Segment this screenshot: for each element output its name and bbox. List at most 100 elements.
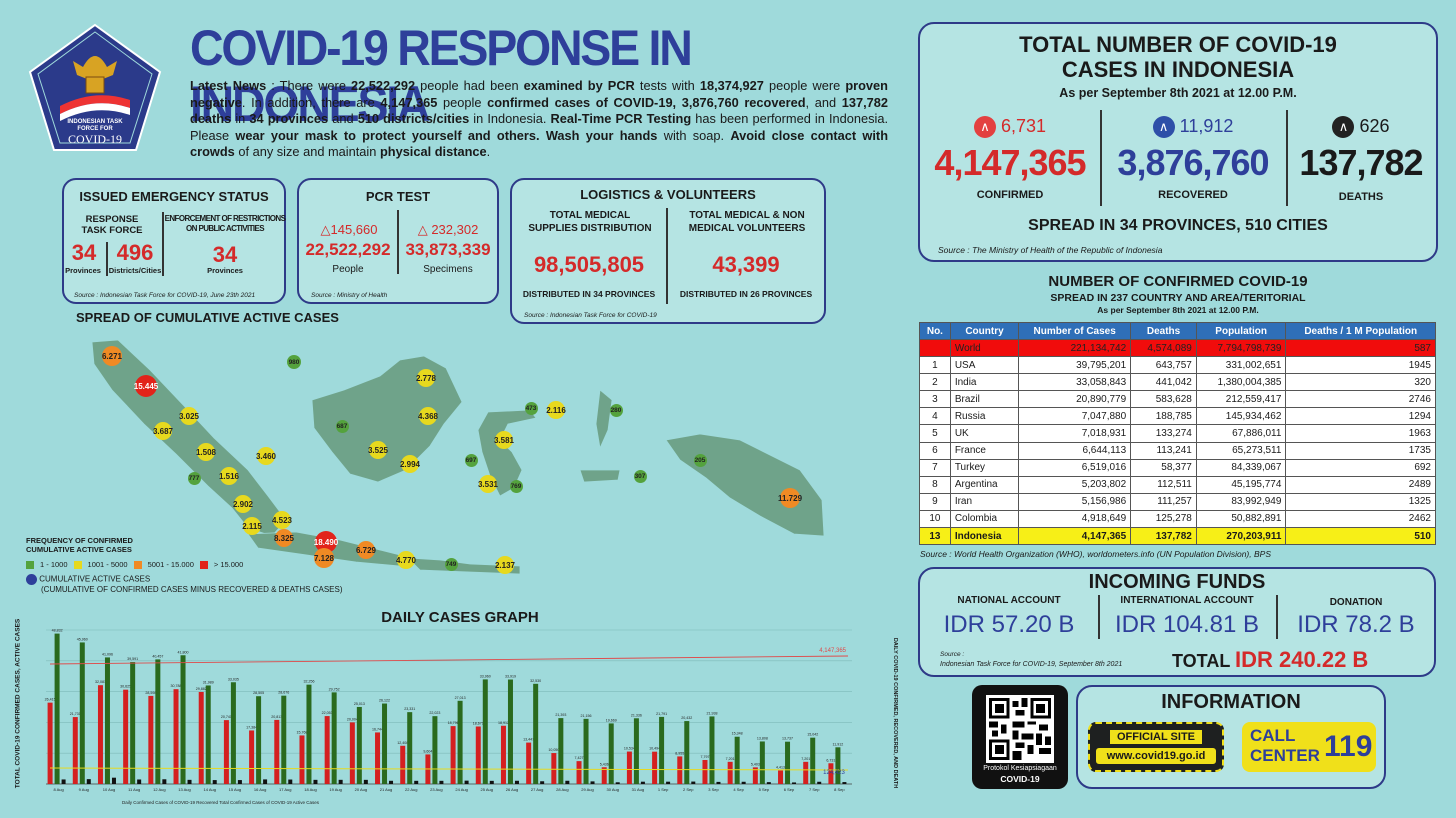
- chart-bar: [450, 726, 456, 784]
- chart-bar: [716, 781, 721, 784]
- map-case-marker: 3.531: [478, 475, 498, 493]
- page-title: COVID-19 RESPONSE IN INDONESIA: [190, 20, 693, 132]
- table-cell: 510: [1285, 527, 1436, 546]
- chart-bar: [256, 696, 262, 784]
- table-cell: USA: [949, 356, 1020, 375]
- chart-bar: [263, 779, 268, 784]
- pcr-title: PCR TEST: [365, 189, 431, 204]
- chart-bar: [389, 780, 394, 784]
- active-end-label: 124,423: [823, 770, 845, 776]
- data-label: 28,505: [253, 691, 264, 695]
- chart-bar: [97, 685, 103, 784]
- table-row: 13 Indonesia 4,147,365 137,782 270,203,911 51…: [919, 527, 1436, 546]
- table-header: Deaths / 1 M Population: [1285, 322, 1436, 340]
- map-case-marker: 3.581: [494, 431, 514, 449]
- table-cell: 145,934,462: [1195, 407, 1287, 426]
- chart-bar: [778, 770, 784, 784]
- map-case-marker: 2.115: [242, 517, 262, 535]
- table-cell: 67,886,011: [1195, 424, 1287, 443]
- chart-bar: [526, 742, 532, 784]
- map-case-marker: 280: [609, 403, 623, 417]
- table-cell: 7,018,931: [1018, 424, 1132, 443]
- chart-bar: [633, 718, 639, 784]
- tick-label: 27 Aug: [531, 787, 543, 792]
- tick-label: 31 Aug: [632, 787, 644, 792]
- data-label: 4,413: [776, 765, 785, 769]
- map-case-marker: 3.687: [153, 422, 173, 440]
- table-cell: 587: [1285, 338, 1436, 358]
- table-row: 6 France 6,644,113 113,241 65,273,511 1735: [919, 441, 1436, 460]
- chart-bar: [148, 695, 154, 784]
- call-center-button[interactable]: CALL CENTER 119: [1242, 722, 1376, 772]
- chart-bar: [439, 780, 444, 784]
- chart-bar: [162, 779, 167, 784]
- data-label: 20,813: [271, 715, 282, 719]
- tick-label: 9 Aug: [79, 787, 89, 792]
- table-cell: France: [949, 441, 1020, 460]
- data-label: 7,797: [700, 755, 709, 759]
- funds-total: TOTAL IDR 240.22 B: [1172, 647, 1369, 672]
- table-cell: 1,380,004,385: [1195, 373, 1287, 392]
- pcr-delta-people: △145,660: [320, 222, 378, 237]
- table-cell: 33,058,843: [1018, 373, 1132, 392]
- chart-bar: [375, 732, 381, 784]
- daily-cases-chart: 26,415 48,832 8 Aug 21,731 45,960 9 Aug 32,081…: [45, 629, 852, 805]
- chart-bar: [482, 679, 488, 784]
- map-case-marker: 2.994: [400, 455, 420, 473]
- table-cell: 643,757: [1130, 356, 1197, 375]
- chart-bar: [766, 782, 771, 784]
- funds-src1: Source :: [940, 651, 965, 658]
- tick-label: 22 Aug: [405, 787, 417, 792]
- data-label: 13,737: [782, 737, 793, 741]
- total-delta-confirmed: ∧ 6,731: [920, 116, 1100, 139]
- map-case-marker: 2.778: [416, 369, 436, 387]
- table-cell: 1: [919, 356, 951, 375]
- official-site-button[interactable]: OFFICIAL SITE www.covid19.go.id: [1088, 722, 1224, 772]
- chart-bar: [810, 737, 816, 784]
- data-label: 48,832: [52, 629, 63, 633]
- world-title: NUMBER OF CONFIRMED COVID-19: [1048, 273, 1308, 290]
- chart-bar: [558, 718, 564, 784]
- data-label: 18,671: [473, 721, 484, 725]
- data-label: 7,201: [726, 757, 735, 761]
- map-case-marker: 697: [464, 453, 478, 467]
- data-label: 29,882: [196, 687, 207, 691]
- chart-bar: [180, 655, 186, 784]
- funds-h3: DONATION: [1329, 597, 1383, 608]
- table-cell: 65,273,511: [1195, 441, 1287, 460]
- table-row: 5 UK 7,018,931 133,274 67,886,011 1963: [919, 424, 1436, 443]
- table-row: World 221,134,742 4,574,089 7,794,798,739 58…: [919, 338, 1436, 358]
- data-label: 30,788: [171, 684, 182, 688]
- logo-line1: INDONESIAN TASK: [67, 119, 123, 125]
- tick-label: 15 Aug: [229, 787, 241, 792]
- map-case-marker: 205: [693, 453, 707, 467]
- tick-label: 30 Aug: [606, 787, 618, 792]
- table-cell: 5: [919, 424, 951, 443]
- data-label: 10,494: [649, 747, 660, 751]
- chart-bar: [187, 779, 192, 784]
- total-delta-deaths: ∧ 626: [1286, 116, 1436, 139]
- chart-ylabel: TOTAL COVID-19 CONFIRMED CASES, ACTIVE C…: [14, 618, 22, 789]
- data-label: 39,591: [127, 657, 138, 661]
- table-cell: 6,519,016: [1018, 458, 1132, 477]
- data-label: 33,035: [228, 677, 239, 681]
- tick-label: 3 Sep: [708, 787, 719, 792]
- qr-card[interactable]: Protokol Kesiapsiagaan COVID-19: [972, 685, 1068, 789]
- chart-bar: [155, 659, 161, 784]
- sulawesi: [477, 409, 537, 497]
- confirmed-label: CONFIRMED: [976, 189, 1044, 201]
- chart-bar: [626, 751, 632, 784]
- chart-bar: [759, 741, 765, 784]
- data-label: 21,938: [706, 711, 717, 715]
- emergency-v2: 496: [116, 240, 154, 265]
- chart-bar: [583, 718, 589, 784]
- chart-bar: [727, 761, 733, 784]
- table-cell: 583,628: [1130, 390, 1197, 409]
- tick-label: 5 Sep: [759, 787, 770, 792]
- table-cell: 4,574,089: [1130, 338, 1197, 358]
- tick-label: 19 Aug: [329, 787, 341, 792]
- pcr-specimens-label: Specimens: [423, 264, 473, 275]
- qr-caption2: COVID-19: [1000, 774, 1040, 784]
- tick-label: 8 Aug: [53, 787, 63, 792]
- chart-bar: [677, 756, 683, 784]
